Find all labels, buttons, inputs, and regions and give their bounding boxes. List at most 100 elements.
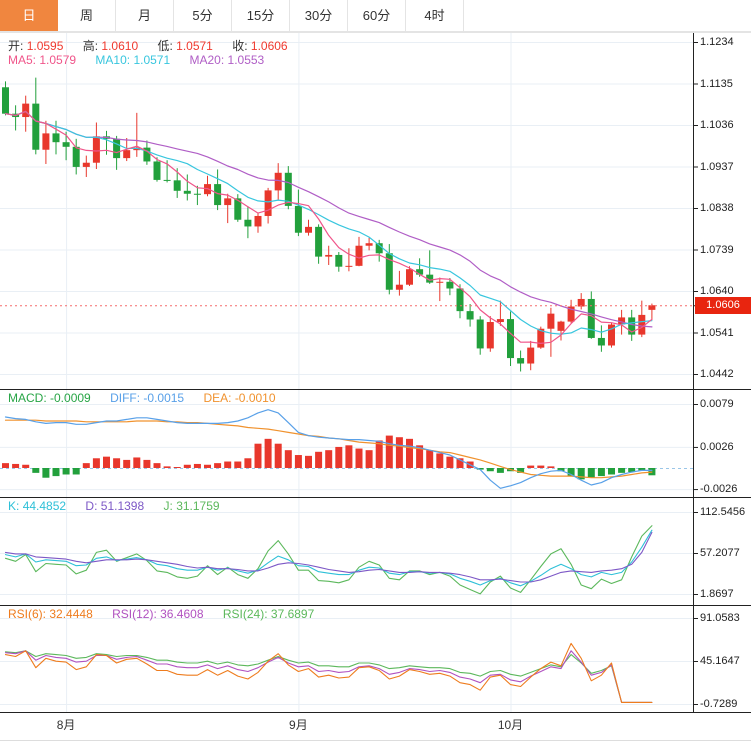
close-value: 1.0606	[250, 39, 288, 53]
macd-hist-bar	[82, 463, 90, 468]
macd-value: -0.0009	[50, 391, 91, 405]
macd-hist-bar	[355, 448, 363, 468]
candle-body	[113, 138, 121, 159]
candle-body	[345, 265, 353, 267]
dea-value: -0.0010	[234, 391, 276, 405]
macd-hist-bar	[264, 438, 272, 468]
macd-hist-bar	[395, 437, 403, 468]
macd-hist-bar	[496, 468, 504, 473]
gridlines	[0, 33, 693, 712]
rsi6-line	[4, 642, 653, 703]
candle-body	[22, 103, 30, 118]
candle-body	[395, 284, 403, 290]
rsi12-label: RSI(12):	[112, 607, 157, 621]
candle-body	[577, 298, 585, 307]
k-value: 44.4852	[22, 499, 67, 513]
macd-hist-bar	[284, 450, 292, 468]
candle-body	[305, 226, 312, 233]
candle-body	[456, 288, 464, 312]
macd-hist-bar	[143, 459, 151, 468]
candle-body	[274, 172, 282, 191]
ma10-value: 1.0571	[133, 53, 171, 67]
macd-hist-bar	[446, 456, 454, 468]
rsi-legend: RSI(6): 32.4448 RSI(12): 36.4608 RSI(24)…	[8, 607, 330, 621]
tab-week[interactable]: 周	[58, 0, 116, 31]
axis-tick-marks	[693, 42, 698, 705]
macd-hist-bar	[365, 450, 373, 468]
candle-body	[507, 319, 514, 359]
macd-hist-bar	[224, 461, 232, 468]
macd-hist-bar	[436, 453, 444, 468]
rsi12-value: 36.4608	[160, 607, 204, 621]
ma20-label: MA20:	[189, 53, 225, 67]
macd-hist-bar	[204, 464, 211, 468]
tab-month[interactable]: 月	[116, 0, 174, 31]
d-value: 51.1398	[100, 499, 145, 513]
candle-body	[153, 161, 161, 180]
macd-hist-bar	[123, 459, 131, 468]
candle-body	[254, 215, 262, 227]
rsi6-label: RSI(6):	[8, 607, 47, 621]
candle-body	[123, 150, 131, 159]
candle-body	[567, 306, 575, 322]
tab-15min[interactable]: 15分	[232, 0, 290, 31]
tab-60min[interactable]: 60分	[348, 0, 406, 31]
open-label: 开:	[8, 39, 24, 53]
candle-body	[335, 254, 343, 267]
close-label: 收:	[232, 39, 248, 53]
candle-body	[72, 146, 80, 167]
d-label: D:	[85, 499, 98, 513]
rsi6-value: 32.4448	[49, 607, 93, 621]
candle-body	[52, 133, 60, 143]
macd-hist-bar	[476, 468, 484, 470]
macd-hist-bar	[72, 468, 80, 475]
macd-hist-bar	[628, 468, 636, 473]
dea-label: DEA:	[203, 391, 232, 405]
macd-hist-bar	[32, 468, 40, 473]
macd-hist-bar	[527, 465, 535, 468]
k-line	[4, 529, 653, 587]
macd-hist-bar	[42, 468, 50, 478]
macd-hist-bar	[486, 468, 494, 472]
macd-hist-bar	[597, 468, 605, 477]
candle-body	[173, 180, 181, 191]
low-label: 低:	[157, 39, 173, 53]
tab-day[interactable]: 日	[0, 0, 58, 31]
macd-hist-bar	[406, 438, 413, 468]
j-value: 31.1759	[176, 499, 220, 513]
candle-body	[466, 311, 474, 320]
macd-hist-bar	[567, 468, 575, 477]
candle-body	[82, 162, 90, 167]
ma20-value: 1.0553	[227, 53, 265, 67]
macd-hist-bar	[52, 468, 60, 477]
macd-hist-bar	[12, 463, 20, 468]
kdj-legend: K: 44.4852 D: 51.1398 J: 31.1759	[8, 499, 236, 513]
ma5-value: 1.0579	[39, 53, 77, 67]
candle-body	[315, 226, 323, 257]
candle-body	[638, 314, 646, 335]
macd-hist-bar	[254, 443, 262, 468]
candle-body	[244, 219, 252, 227]
macd-hist-bar	[92, 458, 100, 468]
candle-body	[224, 198, 232, 206]
macd-legend: MACD: -0.0009 DIFF: -0.0015 DEA: -0.0010	[8, 391, 292, 405]
rsi24-label: RSI(24):	[222, 607, 268, 621]
candle-body	[234, 198, 242, 220]
candle-body	[163, 179, 171, 181]
macd-hist-bar	[133, 457, 141, 468]
candle-body	[62, 142, 70, 147]
macd-hist-bar	[62, 468, 70, 475]
rsi12-line	[4, 650, 653, 703]
tab-4hour[interactable]: 4时	[406, 0, 464, 31]
tab-30min[interactable]: 30分	[290, 0, 348, 31]
macd-hist-bar	[638, 468, 646, 471]
k-label: K:	[8, 499, 20, 513]
tab-5min[interactable]: 5分	[174, 0, 232, 31]
macd-hist-bar	[2, 463, 9, 468]
candle-body	[365, 243, 373, 246]
macd-hist-bar	[608, 468, 615, 475]
macd-hist-bar	[103, 456, 110, 468]
macd-hist-bar	[385, 435, 393, 468]
